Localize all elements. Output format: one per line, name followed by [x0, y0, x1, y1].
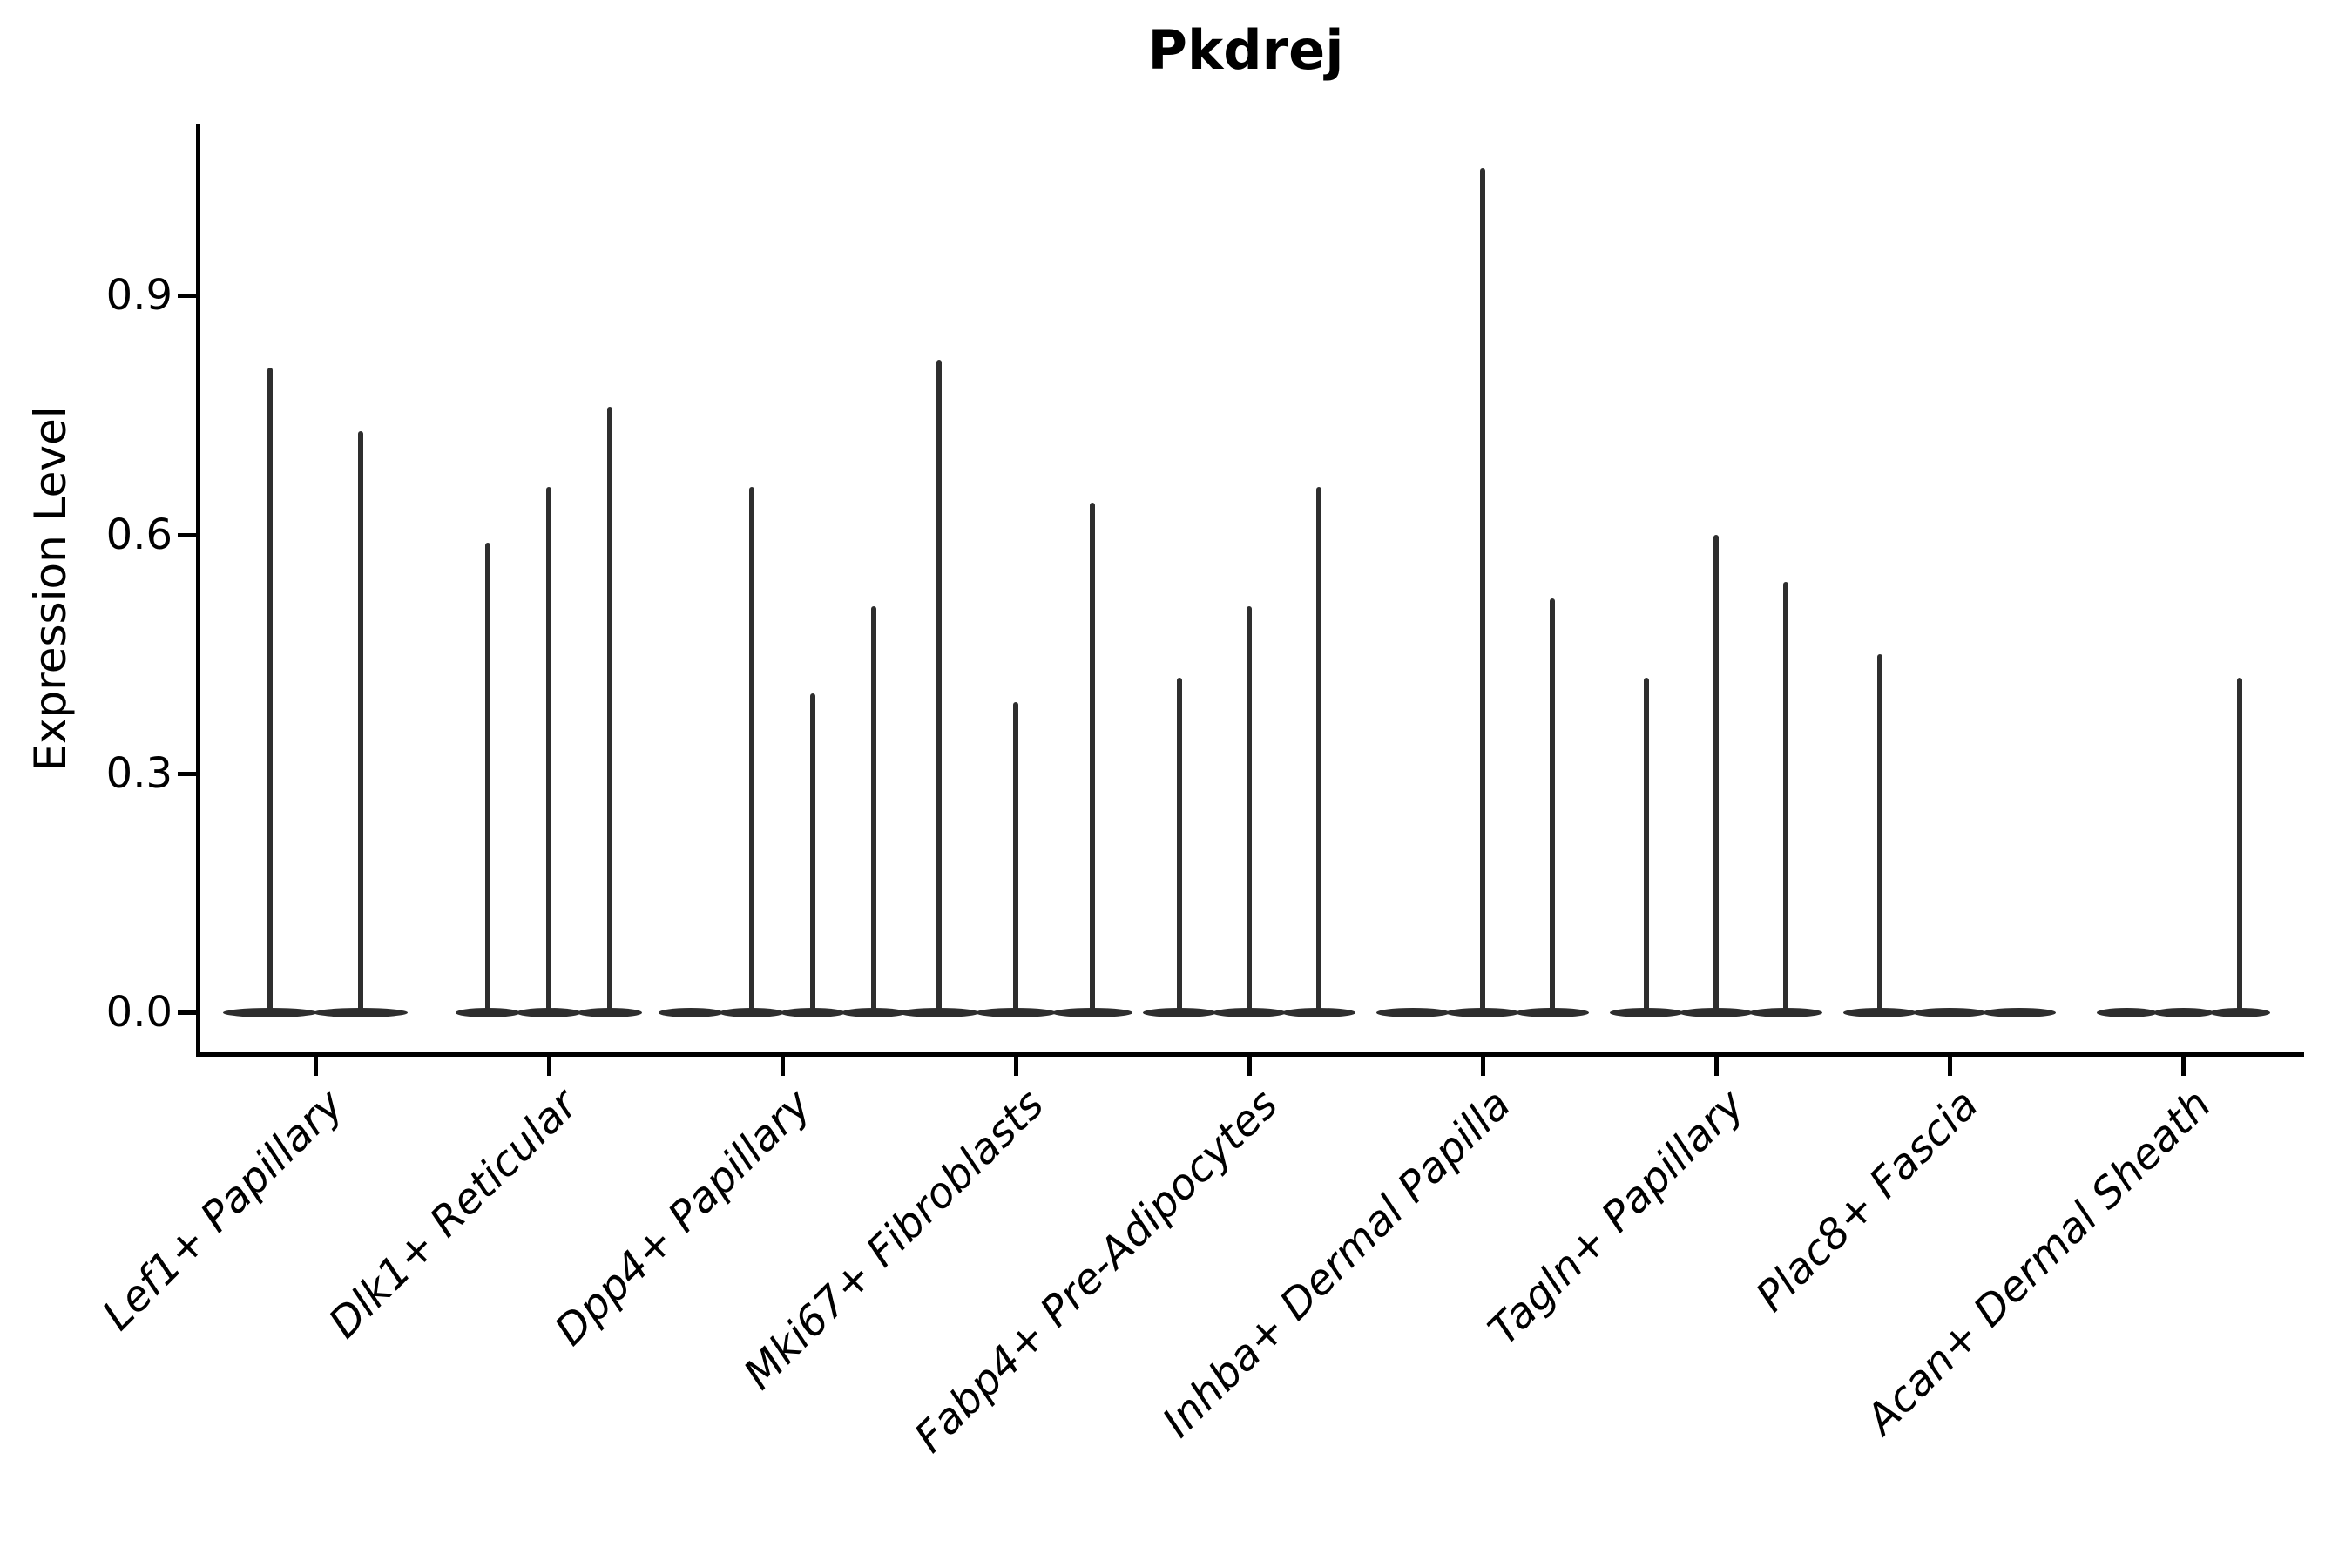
- x-axis-spine: [196, 1052, 2304, 1057]
- x-tick-mark: [781, 1057, 785, 1076]
- violin-baseline-disc: [1610, 1007, 1683, 1017]
- violin-baseline-disc: [1843, 1007, 1916, 1017]
- y-axis-spine: [196, 124, 200, 1057]
- y-tick-label: 0.0: [105, 988, 172, 1037]
- x-tick-label: Lef1+ Papillary: [93, 1079, 354, 1340]
- x-tick-label: Dpp4+ Papillary: [544, 1079, 821, 1355]
- violin-spike: [2237, 678, 2242, 1012]
- violin-baseline-disc: [456, 1007, 520, 1017]
- violin-spike: [871, 605, 876, 1012]
- violin-baseline-disc: [781, 1007, 845, 1017]
- violin-spike: [1247, 605, 1252, 1012]
- violin-baseline-disc: [2209, 1007, 2270, 1017]
- violin-baseline-disc: [899, 1007, 979, 1017]
- x-tick-label: Dlk1+ Reticular: [319, 1079, 587, 1348]
- x-tick-label: Tagln+ Papillary: [1479, 1079, 1754, 1355]
- x-tick-mark: [1481, 1057, 1485, 1076]
- x-tick-mark: [1247, 1057, 1252, 1076]
- violin-baseline-disc: [841, 1007, 906, 1017]
- violin-spike: [358, 430, 363, 1012]
- violin-baseline-disc: [1749, 1007, 1822, 1017]
- violin-spike: [1713, 534, 1719, 1012]
- x-tick-mark: [1014, 1057, 1018, 1076]
- violin-spike: [546, 486, 551, 1012]
- violin-baseline-disc: [517, 1007, 581, 1017]
- violin-baseline-disc: [1983, 1007, 2056, 1017]
- violin-baseline-disc: [1913, 1007, 1986, 1017]
- x-tick-mark: [2181, 1057, 2186, 1076]
- x-tick-mark: [1714, 1057, 1719, 1076]
- y-tick-mark: [178, 771, 199, 776]
- x-tick-mark: [1948, 1057, 1952, 1076]
- violin-spike: [607, 407, 612, 1012]
- violin-baseline-disc: [1516, 1007, 1589, 1017]
- y-tick-mark: [178, 532, 199, 537]
- violin-baseline-disc: [1213, 1007, 1286, 1017]
- violin-baseline-disc: [1446, 1007, 1519, 1017]
- violin-baseline-disc: [223, 1007, 317, 1017]
- violin-baseline-disc: [976, 1007, 1056, 1017]
- violin-baseline-disc: [2153, 1007, 2213, 1017]
- violin-spike: [1090, 503, 1095, 1012]
- y-tick-mark: [178, 294, 199, 299]
- violin-spike: [485, 542, 490, 1012]
- violin-baseline-disc: [659, 1007, 723, 1017]
- violin-baseline-disc: [578, 1007, 642, 1017]
- x-tick-mark: [314, 1057, 318, 1076]
- violin-spike: [1013, 701, 1018, 1012]
- x-tick-label: Plac8+ Fascia: [1746, 1079, 1988, 1321]
- violin-spike: [749, 486, 754, 1012]
- violin-spike: [810, 693, 815, 1012]
- violin-baseline-disc: [2096, 1007, 2157, 1017]
- y-tick-label: 0.6: [105, 510, 172, 559]
- violin-baseline-disc: [1376, 1007, 1450, 1017]
- violin-spike: [1783, 582, 1788, 1012]
- y-tick-mark: [178, 1010, 199, 1015]
- violin-baseline-disc: [720, 1007, 784, 1017]
- violin-spike: [1177, 678, 1182, 1012]
- violin-spike: [1480, 168, 1485, 1012]
- violin-spike: [267, 367, 273, 1012]
- violin-baseline-disc: [1282, 1007, 1355, 1017]
- violin-baseline-disc: [314, 1007, 408, 1017]
- y-axis-label: Expression Level: [25, 406, 76, 772]
- y-tick-label: 0.3: [105, 748, 172, 798]
- y-tick-label: 0.9: [105, 271, 172, 321]
- violin-baseline-disc: [1052, 1007, 1132, 1017]
- violin-spike: [936, 359, 942, 1012]
- violin-spike: [1550, 598, 1555, 1012]
- chart-title: Pkdrej: [1147, 18, 1344, 82]
- violin-spike: [1316, 486, 1321, 1012]
- violin-spike: [1877, 653, 1882, 1012]
- violin-baseline-disc: [1680, 1007, 1753, 1017]
- x-tick-mark: [547, 1057, 551, 1076]
- violin-baseline-disc: [1143, 1007, 1216, 1017]
- violin-spike: [1644, 678, 1649, 1012]
